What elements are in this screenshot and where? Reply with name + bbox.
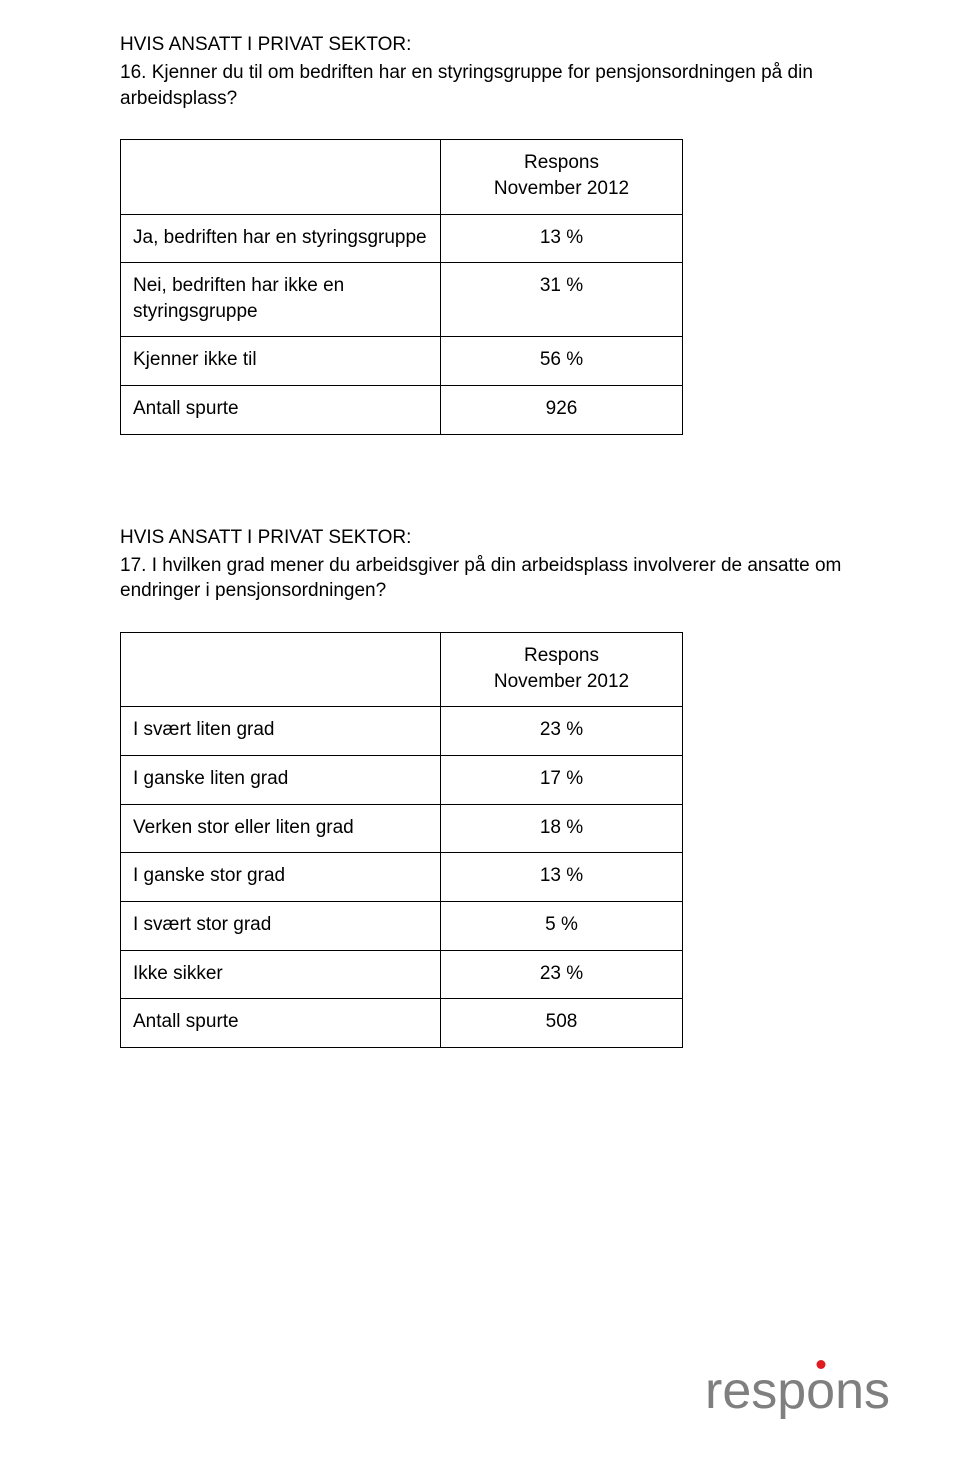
section1-label: HVIS ANSATT I PRIVAT SEKTOR: bbox=[120, 34, 850, 56]
row-value: 18 % bbox=[441, 804, 683, 853]
row-label: Antall spurte bbox=[121, 999, 441, 1048]
row-value: 56 % bbox=[441, 337, 683, 386]
header-line1: Respons bbox=[453, 150, 670, 176]
row-label: Ja, bedriften har en styringsgruppe bbox=[121, 214, 441, 263]
respons-logo: respons bbox=[705, 1361, 890, 1421]
section1-table: Respons November 2012 Ja, bedriften har … bbox=[120, 139, 683, 434]
row-label: I svært stor grad bbox=[121, 901, 441, 950]
header-line2: November 2012 bbox=[453, 176, 670, 202]
row-label: Kjenner ikke til bbox=[121, 337, 441, 386]
table-header-row: Respons November 2012 bbox=[121, 633, 683, 707]
page: HVIS ANSATT I PRIVAT SEKTOR: 16. Kjenner… bbox=[0, 0, 960, 1467]
row-value: 13 % bbox=[441, 853, 683, 902]
section2-question: 17. I hvilken grad mener du arbeidsgiver… bbox=[120, 553, 850, 604]
row-value: 31 % bbox=[441, 263, 683, 337]
table-row: I svært stor grad 5 % bbox=[121, 901, 683, 950]
table-header-row: Respons November 2012 bbox=[121, 140, 683, 214]
table-row: Nei, bedriften har ikke en styringsgrupp… bbox=[121, 263, 683, 337]
logo-dot-icon bbox=[816, 1360, 825, 1369]
section1-question: 16. Kjenner du til om bedriften har en s… bbox=[120, 60, 850, 111]
header-line2: November 2012 bbox=[453, 669, 670, 695]
row-label: Nei, bedriften har ikke en styringsgrupp… bbox=[121, 263, 441, 337]
section2-label: HVIS ANSATT I PRIVAT SEKTOR: bbox=[120, 527, 850, 549]
row-label: Antall spurte bbox=[121, 386, 441, 435]
row-label: Ikke sikker bbox=[121, 950, 441, 999]
table-row: Kjenner ikke til 56 % bbox=[121, 337, 683, 386]
section2-table: Respons November 2012 I svært liten grad… bbox=[120, 632, 683, 1048]
table-row: Ja, bedriften har en styringsgruppe 13 % bbox=[121, 214, 683, 263]
table-row: Ikke sikker 23 % bbox=[121, 950, 683, 999]
row-value: 17 % bbox=[441, 755, 683, 804]
row-label: I svært liten grad bbox=[121, 707, 441, 756]
row-label: I ganske liten grad bbox=[121, 755, 441, 804]
table-row: I ganske stor grad 13 % bbox=[121, 853, 683, 902]
table-header-empty bbox=[121, 140, 441, 214]
row-value: 5 % bbox=[441, 901, 683, 950]
table-row: Antall spurte 508 bbox=[121, 999, 683, 1048]
table-row: I ganske liten grad 17 % bbox=[121, 755, 683, 804]
row-value: 23 % bbox=[441, 707, 683, 756]
row-value: 23 % bbox=[441, 950, 683, 999]
table-row: Verken stor eller liten grad 18 % bbox=[121, 804, 683, 853]
row-value: 508 bbox=[441, 999, 683, 1048]
header-line1: Respons bbox=[453, 643, 670, 669]
table-header-empty bbox=[121, 633, 441, 707]
table-row: I svært liten grad 23 % bbox=[121, 707, 683, 756]
table-row: Antall spurte 926 bbox=[121, 386, 683, 435]
row-label: I ganske stor grad bbox=[121, 853, 441, 902]
row-value: 926 bbox=[441, 386, 683, 435]
table-header-cell: Respons November 2012 bbox=[441, 140, 683, 214]
row-value: 13 % bbox=[441, 214, 683, 263]
row-label: Verken stor eller liten grad bbox=[121, 804, 441, 853]
table-header-cell: Respons November 2012 bbox=[441, 633, 683, 707]
section-gap bbox=[120, 435, 850, 527]
